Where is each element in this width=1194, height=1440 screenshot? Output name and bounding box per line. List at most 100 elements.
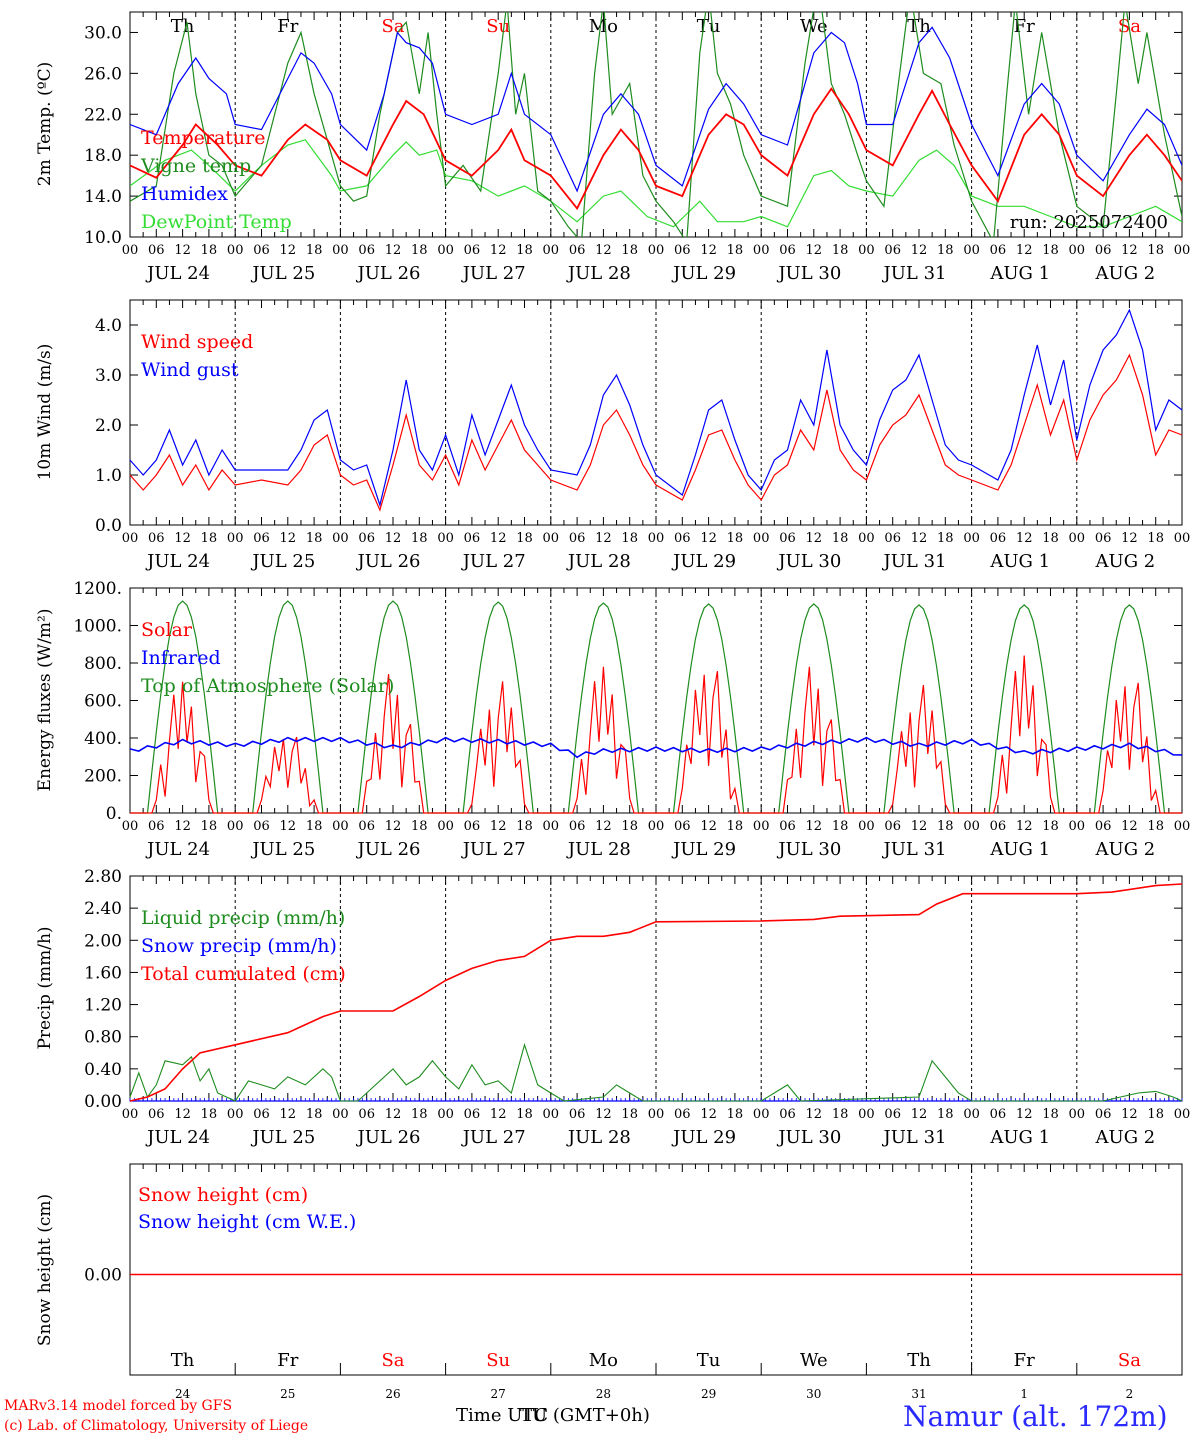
hour-tick-label: 06 xyxy=(884,243,901,258)
hour-tick-label: 12 xyxy=(280,819,297,834)
date-label: JUL 28 xyxy=(566,1127,631,1148)
day-number-label: 29 xyxy=(701,1387,716,1401)
y-tick-label: 0.40 xyxy=(84,1060,122,1080)
series-wind-speed xyxy=(129,353,1183,512)
hour-tick-label: 00 xyxy=(648,819,665,834)
hour-tick-label: 12 xyxy=(806,243,823,258)
hour-tick-label: 00 xyxy=(753,531,770,546)
date-label: JUL 30 xyxy=(776,263,841,284)
hour-tick-label: 00 xyxy=(1174,531,1191,546)
hour-tick-label: 12 xyxy=(490,531,507,546)
hour-tick-label: 18 xyxy=(411,531,428,546)
date-label: JUL 27 xyxy=(461,839,526,860)
hour-tick-label: 06 xyxy=(674,1107,691,1122)
hour-tick-label: 00 xyxy=(858,531,875,546)
hour-tick-label: 18 xyxy=(1147,531,1164,546)
y-axis-label: Precip (mm/h) xyxy=(35,926,55,1049)
hour-tick-label: 00 xyxy=(858,243,875,258)
legend-snow-height-cm-: Snow height (cm) xyxy=(138,1184,308,1206)
hour-tick-label: 00 xyxy=(543,1107,560,1122)
hour-tick-label: 18 xyxy=(621,1107,638,1122)
hour-tick-label: 00 xyxy=(122,243,139,258)
y-tick-label: 0.80 xyxy=(84,1028,122,1048)
series-solar xyxy=(130,655,1182,814)
panel-frame xyxy=(129,299,1183,526)
hour-tick-label: 12 xyxy=(1016,1107,1033,1122)
hour-tick-label: 06 xyxy=(358,531,375,546)
day-number-label: 24 xyxy=(175,1387,191,1401)
hour-tick-label: 18 xyxy=(1042,819,1059,834)
hour-tick-label: 06 xyxy=(358,819,375,834)
hour-tick-label: 12 xyxy=(280,243,297,258)
hour-tick-label: 00 xyxy=(753,819,770,834)
series-temperature xyxy=(130,87,1182,211)
hour-tick-label: 12 xyxy=(595,1107,612,1122)
hour-tick-label: 00 xyxy=(437,819,454,834)
xaxis-title-a: Time UTC xyxy=(456,1405,549,1426)
hour-tick-label: 18 xyxy=(306,531,323,546)
hour-tick-label: 12 xyxy=(280,531,297,546)
y-tick-label: 4.0 xyxy=(95,316,122,336)
date-label: AUG 2 xyxy=(1095,551,1156,572)
y-tick-label: 2.00 xyxy=(84,931,122,951)
hour-tick-label: 12 xyxy=(1121,819,1138,834)
legend-solar: Solar xyxy=(141,619,193,641)
hour-tick-label: 18 xyxy=(1147,243,1164,258)
hour-tick-label: 18 xyxy=(937,1107,954,1122)
hour-tick-label: 18 xyxy=(516,531,533,546)
hour-tick-label: 00 xyxy=(963,531,980,546)
hour-tick-label: 06 xyxy=(464,531,481,546)
date-label: JUL 30 xyxy=(776,839,841,860)
legend-humidex: Humidex xyxy=(141,183,228,205)
y-axis-label: 2m Temp. (ºC) xyxy=(35,62,55,187)
y-tick-label: 2.80 xyxy=(84,867,122,887)
y-tick-label: 0. xyxy=(106,804,122,824)
hour-tick-label: 18 xyxy=(727,1107,744,1122)
hour-tick-label: 18 xyxy=(306,243,323,258)
y-tick-label: 1200. xyxy=(73,579,122,599)
series-liquid-precip-mm-h xyxy=(129,1042,1183,1102)
credit-line-2: (c) Lab. of Climatology, University of L… xyxy=(4,1418,309,1434)
date-label: AUG 2 xyxy=(1095,839,1156,860)
day-number-label: 30 xyxy=(806,1387,821,1401)
hour-tick-label: 06 xyxy=(148,1107,165,1122)
y-axis-label: Energy fluxes (W/m²) xyxy=(35,609,55,792)
weekday-label: Fr xyxy=(277,16,298,37)
day-number-label: 2 xyxy=(1126,1387,1134,1401)
hour-tick-label: 06 xyxy=(1095,1107,1112,1122)
hour-tick-label: 06 xyxy=(884,1107,901,1122)
weekday-label-bottom: Su xyxy=(486,1350,510,1371)
date-label: JUL 30 xyxy=(776,1127,841,1148)
date-label: JUL 29 xyxy=(671,263,736,284)
hour-tick-label: 06 xyxy=(358,1107,375,1122)
weekday-label-bottom: We xyxy=(800,1350,828,1371)
hour-tick-label: 18 xyxy=(621,531,638,546)
hour-tick-label: 18 xyxy=(201,1107,218,1122)
panel-frame xyxy=(129,11,1183,238)
series-total-cumulated-cm xyxy=(129,883,1183,1102)
day-number-label: 1 xyxy=(1020,1387,1028,1401)
series-wind-gust xyxy=(129,308,1183,508)
legend-total-cumulated-cm-: Total cumulated (cm) xyxy=(141,963,346,985)
hour-tick-label: 00 xyxy=(227,819,244,834)
hour-tick-label: 00 xyxy=(1069,1107,1086,1122)
hour-tick-label: 06 xyxy=(358,243,375,258)
legend-infrared: Infrared xyxy=(141,647,221,669)
hour-tick-label: 00 xyxy=(437,531,454,546)
hour-tick-label: 18 xyxy=(516,243,533,258)
legend-liquid-precip-mm-h-: Liquid precip (mm/h) xyxy=(141,907,345,929)
date-label: JUL 29 xyxy=(671,839,736,860)
hour-tick-label: 18 xyxy=(1042,1107,1059,1122)
hour-tick-label: 18 xyxy=(201,819,218,834)
y-axis-label: 10m Wind (m/s) xyxy=(35,344,55,481)
weekday-label: Th xyxy=(907,16,931,37)
date-label: JUL 28 xyxy=(566,263,631,284)
date-label: AUG 1 xyxy=(989,551,1050,572)
hour-tick-label: 12 xyxy=(911,243,928,258)
hour-tick-label: 12 xyxy=(490,1107,507,1122)
weekday-label-bottom: Fr xyxy=(277,1350,298,1371)
hour-tick-label: 12 xyxy=(490,819,507,834)
weekday-label: Su xyxy=(486,16,510,37)
series-infrared xyxy=(129,736,1183,759)
day-number-label: 28 xyxy=(596,1387,611,1401)
